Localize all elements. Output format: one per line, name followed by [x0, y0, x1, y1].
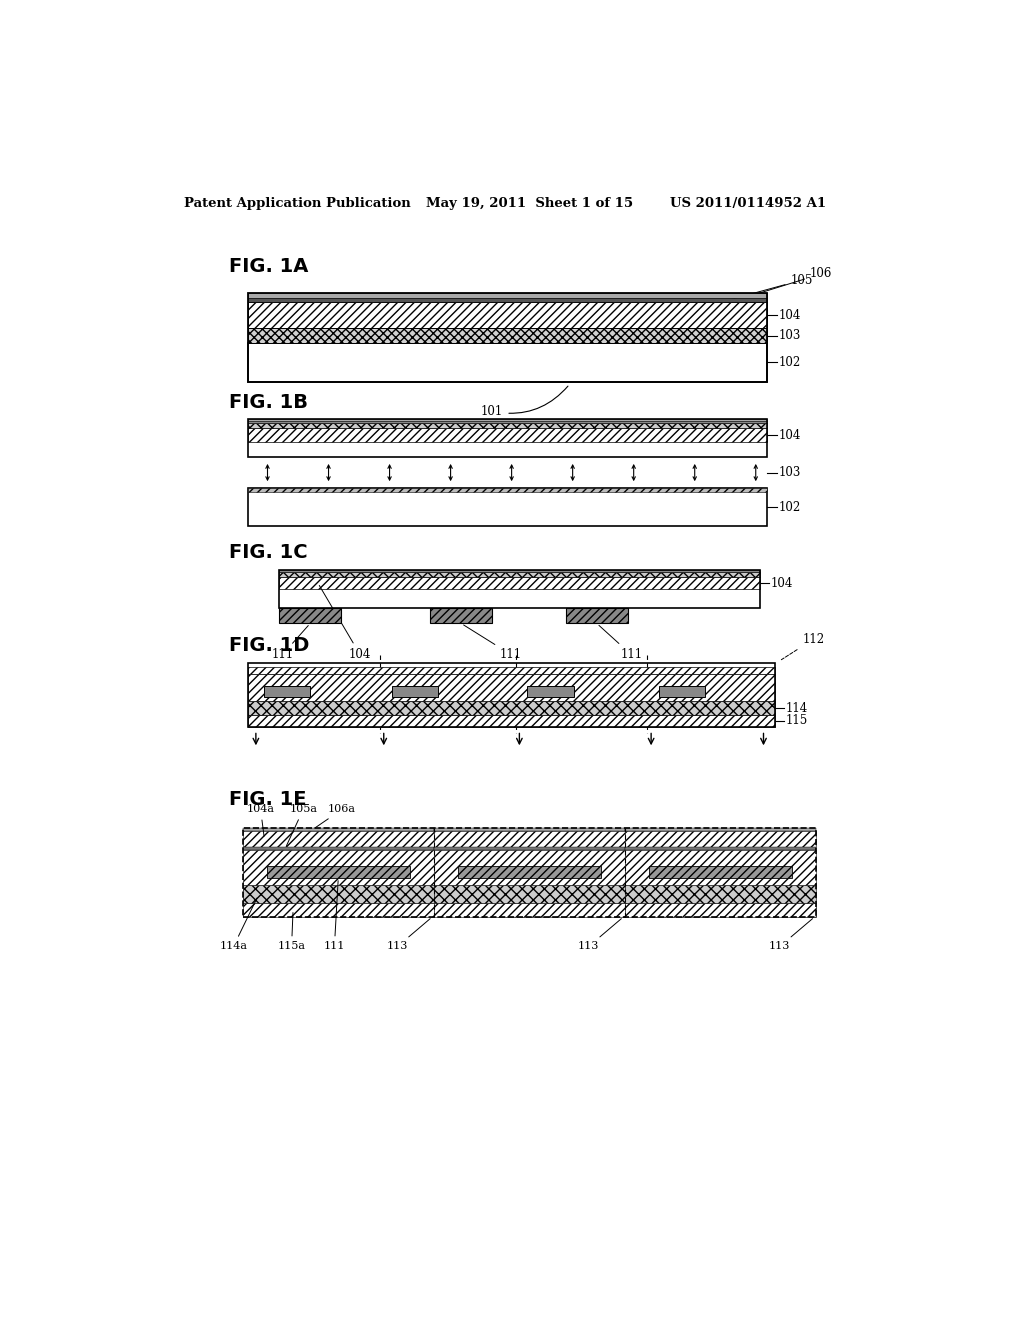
Bar — [248, 302, 767, 327]
Text: 102: 102 — [778, 356, 801, 370]
Bar — [280, 609, 341, 623]
Text: 114: 114 — [786, 702, 808, 714]
Text: 105a: 105a — [287, 804, 317, 846]
Bar — [243, 829, 816, 917]
Bar — [266, 866, 410, 878]
Text: US 2011/0114952 A1: US 2011/0114952 A1 — [671, 197, 826, 210]
Bar — [658, 686, 706, 697]
Text: 104: 104 — [778, 429, 801, 442]
Bar — [434, 829, 625, 832]
Text: 115: 115 — [786, 714, 808, 727]
Bar — [625, 850, 816, 884]
Bar — [625, 903, 816, 917]
Bar — [248, 667, 775, 675]
Text: 106: 106 — [755, 268, 833, 294]
Bar — [527, 686, 573, 697]
Bar — [248, 715, 775, 726]
Text: FIG. 1E: FIG. 1E — [228, 789, 306, 809]
Text: 114a: 114a — [219, 898, 257, 952]
Text: 103: 103 — [778, 466, 801, 479]
Bar — [248, 327, 767, 343]
Text: 105: 105 — [731, 273, 813, 300]
Text: Patent Application Publication: Patent Application Publication — [183, 197, 411, 210]
Bar — [248, 675, 775, 701]
Text: May 19, 2011  Sheet 1 of 15: May 19, 2011 Sheet 1 of 15 — [426, 197, 634, 210]
Text: 111: 111 — [271, 626, 308, 661]
Bar — [280, 577, 760, 589]
Bar — [248, 428, 767, 442]
Bar — [566, 609, 628, 623]
Bar — [248, 418, 767, 457]
Text: FIG. 1D: FIG. 1D — [228, 636, 309, 655]
Bar — [248, 421, 767, 422]
Bar — [649, 866, 793, 878]
Bar — [434, 850, 625, 884]
Bar — [434, 847, 625, 850]
Bar — [280, 572, 760, 577]
Text: 113: 113 — [578, 919, 622, 952]
Bar — [248, 701, 775, 715]
Text: 106a: 106a — [314, 804, 356, 828]
Bar — [243, 884, 434, 903]
Text: 102: 102 — [778, 500, 801, 513]
Text: FIG. 1B: FIG. 1B — [228, 393, 308, 412]
Text: 111: 111 — [324, 880, 345, 952]
Bar — [625, 829, 816, 832]
Bar — [434, 903, 625, 917]
Text: 104a: 104a — [247, 804, 274, 836]
Bar — [458, 866, 601, 878]
Bar — [243, 832, 434, 847]
Text: 103: 103 — [778, 329, 801, 342]
Bar — [625, 847, 816, 850]
Bar — [243, 903, 434, 917]
Text: 111: 111 — [464, 624, 522, 661]
Text: 113: 113 — [387, 919, 430, 952]
Text: 104: 104 — [770, 577, 793, 590]
Text: 112: 112 — [781, 632, 824, 660]
Bar — [248, 488, 767, 492]
Bar — [243, 850, 434, 884]
Bar — [263, 686, 310, 697]
Text: 115a: 115a — [278, 912, 305, 952]
Bar — [248, 293, 767, 381]
Bar — [248, 293, 767, 298]
Bar — [434, 832, 625, 847]
Text: 104: 104 — [778, 309, 801, 322]
Bar — [248, 422, 767, 428]
Bar — [625, 884, 816, 903]
Bar — [430, 609, 493, 623]
Bar — [248, 343, 767, 381]
Text: 111: 111 — [599, 626, 642, 661]
Bar — [243, 829, 434, 832]
Text: 101: 101 — [481, 387, 568, 418]
Bar — [248, 663, 775, 726]
Bar — [248, 418, 767, 421]
Text: FIG. 1A: FIG. 1A — [228, 257, 308, 276]
Bar — [625, 832, 816, 847]
Bar — [248, 298, 767, 302]
Bar — [243, 847, 434, 850]
Bar — [434, 884, 625, 903]
Bar — [280, 570, 760, 609]
Text: 113: 113 — [769, 919, 812, 952]
Bar — [248, 488, 767, 527]
Text: 104: 104 — [319, 586, 372, 661]
Text: FIG. 1C: FIG. 1C — [228, 544, 307, 562]
Bar — [391, 686, 438, 697]
Bar — [280, 570, 760, 572]
